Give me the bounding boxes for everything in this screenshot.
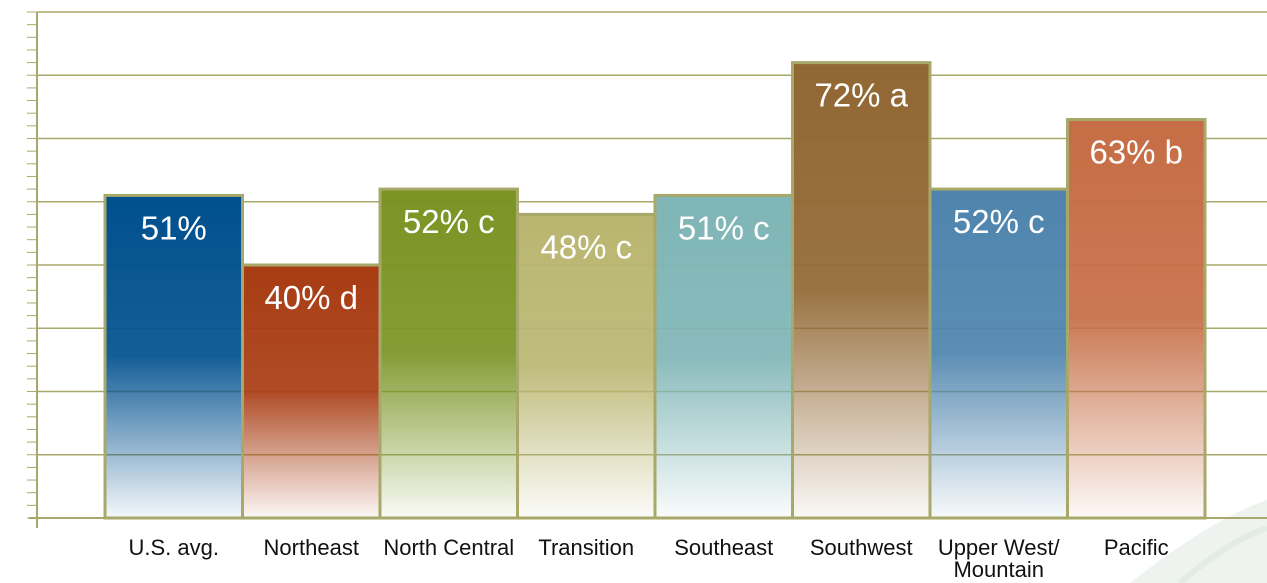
x-tick-label: Mountain	[953, 557, 1044, 582]
swoosh-line	[1178, 525, 1267, 583]
x-tick-label: Transition	[538, 535, 634, 560]
x-tick-label: Pacific	[1104, 535, 1169, 560]
bar	[103, 193, 244, 520]
bar	[791, 61, 932, 520]
bar	[928, 187, 1069, 520]
swoosh-shape	[1130, 500, 1267, 583]
bar-data-label: 51%	[141, 209, 207, 246]
bars: 51% 40% d 52% c 48% c 51% c 72% a 52% c 63% b	[103, 61, 1207, 520]
bar-data-label: 48% c	[540, 228, 632, 265]
bar-data-label: 40% d	[264, 279, 358, 316]
bar	[241, 263, 382, 520]
x-tick-label: Southeast	[674, 535, 773, 560]
x-axis-labels: U.S. avg. Northeast North Central Transitio…	[129, 535, 1169, 582]
bar	[378, 187, 519, 520]
bar	[1066, 118, 1207, 520]
bar-data-label: 52% c	[953, 203, 1045, 240]
corner-swoosh	[1130, 500, 1267, 583]
bar	[516, 212, 657, 520]
bar-data-label: 63% b	[1089, 134, 1183, 171]
x-tick-label: Southwest	[810, 535, 913, 560]
x-tick-label: Upper West/	[938, 535, 1061, 560]
bar-data-label: 51% c	[678, 209, 770, 246]
x-tick-label: Northeast	[264, 535, 359, 560]
bar	[653, 193, 794, 520]
bar-data-label: 52% c	[403, 203, 495, 240]
x-tick-label: U.S. avg.	[129, 535, 219, 560]
bar-data-label: 72% a	[814, 77, 908, 114]
x-tick-label: North Central	[383, 535, 514, 560]
